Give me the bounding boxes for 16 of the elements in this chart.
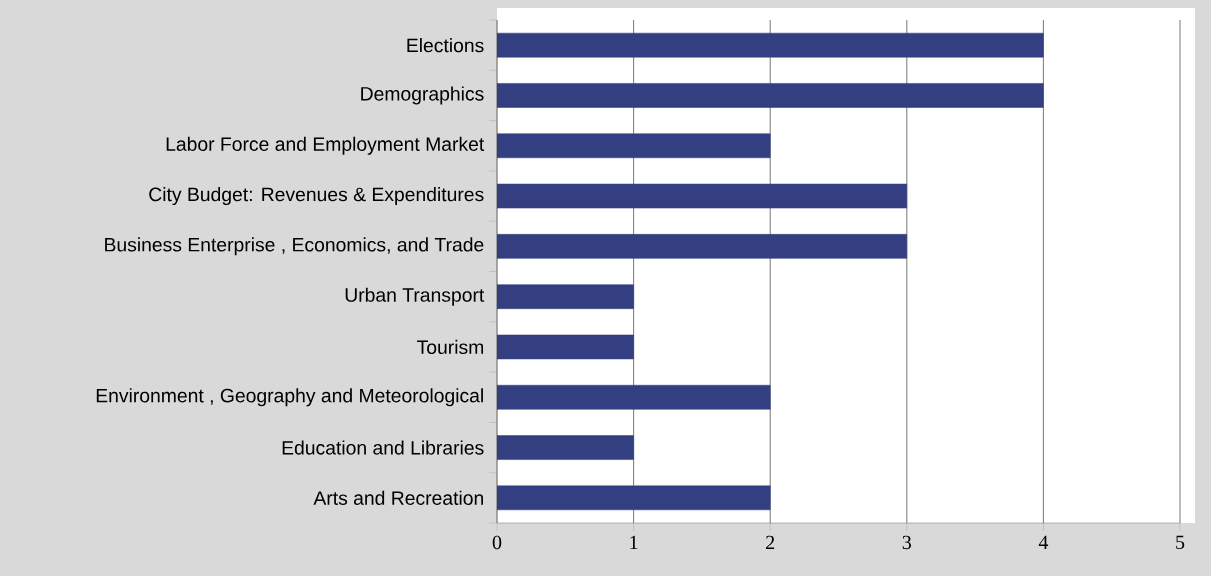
x-tick-label: 0 (492, 535, 502, 550)
y-tick-label: City Budget: Revenues & Expenditures (149, 187, 484, 206)
x-tick-label: 5 (1176, 535, 1185, 549)
y-tick-label: Elections (407, 38, 484, 53)
x-tick-label: 4 (1038, 535, 1049, 549)
y-tick-label: Urban Transport (345, 287, 485, 306)
x-tick-label: 3 (902, 535, 912, 550)
x-tick-label: 2 (766, 535, 775, 549)
y-tick-label: Arts and Recreation (313, 490, 483, 505)
y-tick-label: Environment , Geography and Meteorological (96, 388, 483, 407)
y-tick-label: Demographics (361, 86, 484, 105)
y-tick-label: Education and Libraries (282, 440, 484, 455)
x-tick-label: 1 (630, 535, 638, 549)
y-tick-label: Tourism (417, 339, 484, 355)
y-tick-label: Labor Force and Employment Market (166, 136, 485, 155)
y-tick-label: Business Enterprise , Economics, and Trade (105, 237, 484, 256)
